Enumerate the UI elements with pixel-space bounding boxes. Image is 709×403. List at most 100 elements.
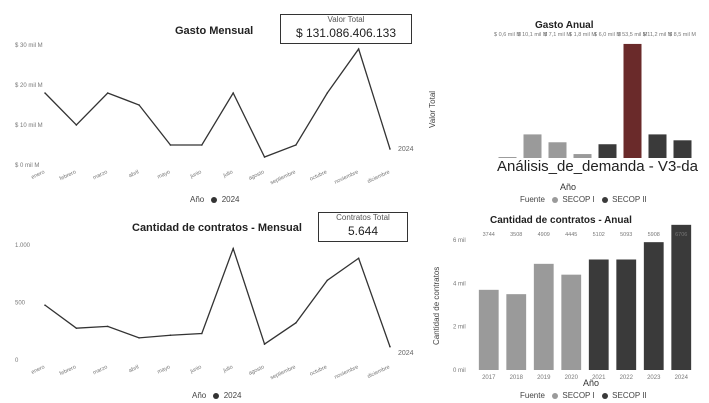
y-tick-label: $ 30 mil M	[15, 43, 43, 49]
bar	[673, 140, 692, 158]
gasto-mensual-title: Gasto Mensual	[175, 25, 254, 37]
x-tick-label: 2019	[537, 375, 551, 381]
contratos-total-value: 5.644	[347, 224, 379, 238]
y-tick-label: 6 mil	[453, 238, 466, 244]
bar	[623, 43, 642, 158]
data-point	[75, 124, 78, 126]
gasto-anual-chart: $ 0,6 mil M2015$ 10,1 mil M2016$ 7,1 mil…	[494, 32, 696, 169]
bar	[616, 259, 637, 370]
data-point	[75, 327, 78, 329]
legend-label: Fuente	[520, 391, 545, 400]
legend-dot	[213, 392, 220, 399]
legend-dot-a	[552, 196, 559, 203]
bar	[671, 224, 692, 370]
data-label: $ 53,5 mil M	[618, 32, 648, 38]
x-tick-label: junio	[189, 169, 203, 180]
contratos-total-label: Contratos Total	[336, 213, 390, 222]
data-point	[389, 148, 391, 150]
data-label: 5093	[620, 232, 632, 238]
data-point	[232, 247, 234, 250]
gasto-anual-xlabel: Año	[560, 182, 577, 192]
contratos-mensual-year: 2024	[398, 350, 414, 357]
legend-a: SECOP I	[562, 391, 595, 400]
x-tick-label: enero	[31, 364, 46, 375]
bar	[548, 142, 567, 158]
data-point	[138, 337, 140, 339]
x-tick-label: 2024	[675, 375, 689, 381]
gasto-anual-title: Gasto Anual	[535, 20, 594, 31]
y-tick-label: $ 0 mil M	[15, 163, 39, 169]
bar	[598, 144, 617, 158]
gasto-anual-legend: Fuente SECOP I SECOP II	[520, 195, 647, 204]
data-label: 4445	[565, 232, 577, 238]
x-tick-label: 2018	[510, 375, 524, 381]
data-label: 5102	[593, 232, 605, 238]
data-label: $ 11,2 mil M	[643, 32, 673, 38]
data-label: 4909	[538, 232, 550, 238]
data-point	[106, 92, 109, 94]
bar	[643, 242, 664, 370]
data-label: 6706	[675, 232, 687, 238]
gasto-mensual-chart: $ 0 mil M $ 10 mil M $ 20 mil M $ 30 mil M e…	[15, 43, 391, 186]
contratos-anual-xlabel: Año	[583, 378, 600, 388]
valor-total-label: Valor Total	[327, 15, 365, 24]
data-label: $ 6,0 mil M	[594, 32, 621, 38]
y-tick-label: $ 10 mil M	[15, 123, 43, 129]
x-tick-label: 2023	[647, 375, 661, 381]
bar	[533, 263, 554, 370]
bar	[648, 134, 667, 158]
legend-a: SECOP I	[562, 195, 595, 204]
contratos-mensual-title: Cantidad de contratos - Mensual	[132, 222, 302, 234]
data-point	[263, 343, 266, 345]
bar	[478, 289, 499, 370]
x-tick-label: junio	[189, 364, 203, 375]
data-point	[389, 345, 391, 348]
bar	[561, 274, 582, 370]
y-tick-label: 500	[15, 301, 26, 307]
x-tick-label: 2021	[592, 375, 606, 381]
x-tick-label: mayo	[157, 169, 172, 180]
data-point	[169, 144, 172, 146]
legend-b: SECOP II	[612, 195, 647, 204]
data-label: 3744	[483, 232, 495, 238]
series-line	[44, 246, 391, 347]
legend-label: Año	[190, 195, 205, 204]
legend-label: Año	[192, 391, 207, 400]
x-tick-label: marzo	[92, 364, 108, 376]
legend-dot	[211, 196, 218, 203]
data-point	[295, 322, 297, 324]
legend-dot-b	[601, 392, 608, 399]
legend-series: 2024	[223, 391, 242, 400]
bar	[523, 134, 542, 158]
bar	[588, 259, 609, 370]
legend-dot-a	[552, 392, 559, 399]
data-point	[357, 48, 360, 50]
data-point	[44, 304, 46, 306]
gasto-mensual-year: 2024	[398, 146, 414, 153]
data-point	[232, 92, 234, 94]
data-label: 3508	[510, 232, 522, 238]
y-tick-label: 0 mil	[453, 368, 466, 374]
data-point	[326, 279, 329, 282]
data-point	[326, 92, 329, 94]
data-point	[169, 334, 172, 337]
contratos-mensual-legend: Año 2024	[192, 391, 242, 400]
data-label: $ 0,6 mil M	[494, 32, 521, 38]
legend-dot-b	[601, 196, 608, 203]
y-tick-label: 0	[15, 358, 19, 364]
data-point	[263, 156, 266, 158]
y-tick-label: $ 20 mil M	[15, 83, 43, 89]
gasto-mensual-legend: Año 2024	[190, 195, 240, 204]
x-tick-label: 2020	[565, 375, 579, 381]
data-label: $ 10,1 mil M	[518, 32, 548, 38]
bar	[506, 294, 527, 370]
data-point	[357, 257, 360, 260]
legend-label: Fuente	[520, 195, 545, 204]
y-tick-label: 2 mil	[453, 325, 466, 331]
data-point	[201, 144, 203, 146]
x-tick-label: enero	[31, 169, 46, 180]
gasto-anual-overlay-text: Análisis_de_demanda - V3-da	[497, 158, 698, 175]
legend-series: 2024	[221, 195, 240, 204]
